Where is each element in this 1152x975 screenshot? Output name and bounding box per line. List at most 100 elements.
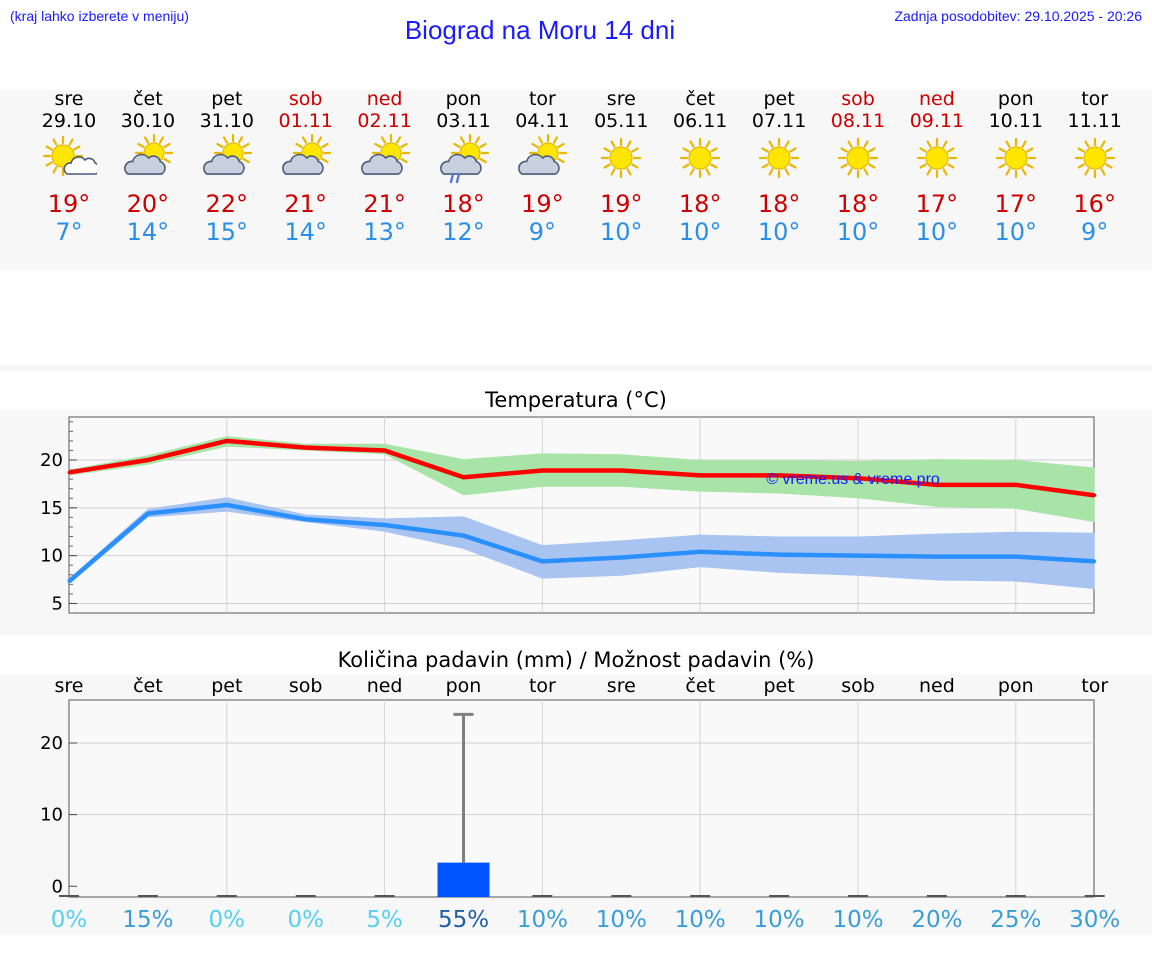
max-temp-point xyxy=(1093,493,1097,497)
min-temp-point xyxy=(619,556,623,560)
day-label: tor xyxy=(1081,675,1108,697)
min-temp-point xyxy=(462,534,465,538)
day-date: 05.11 xyxy=(594,110,649,132)
min-temp: 10° xyxy=(757,218,801,246)
day-column: čet 06.11 18° 10° xyxy=(660,88,740,246)
day-column: tor 04.11 19° 9° xyxy=(502,88,582,246)
max-temp-point xyxy=(619,469,623,473)
day-date: 04.11 xyxy=(515,110,570,132)
day-label: sob xyxy=(289,675,323,697)
day-date: 02.11 xyxy=(357,110,412,132)
sun-icon xyxy=(680,137,721,179)
precip-probability: 15% xyxy=(122,907,173,933)
temperature-title: Temperatura (°C) xyxy=(485,388,667,412)
max-temp-point xyxy=(698,473,702,477)
day-label: pon xyxy=(446,675,482,697)
max-temp: 20° xyxy=(126,190,170,218)
day-name: pon xyxy=(445,88,482,110)
min-temp: 14° xyxy=(126,218,170,246)
day-column: sre 05.11 19° 10° xyxy=(581,88,661,246)
separator-band xyxy=(0,365,1152,371)
day-label: sre xyxy=(55,675,84,697)
day-name: ned xyxy=(918,88,955,110)
max-temp-point xyxy=(225,439,229,443)
y-tick-label: 5 xyxy=(52,593,63,614)
min-temp-point xyxy=(698,550,702,554)
page-title: Biograd na Moru 14 dni xyxy=(404,15,676,45)
precip-probability: 10% xyxy=(832,907,883,933)
plot-area xyxy=(68,699,1095,898)
precip-probability: 10% xyxy=(517,907,568,933)
min-temp-point xyxy=(67,579,71,583)
y-tick-label: 15 xyxy=(40,498,63,519)
max-temp: 19° xyxy=(600,190,643,218)
day-column: pon 10.11 17° 10° xyxy=(976,88,1056,246)
max-temp: 22° xyxy=(205,190,249,218)
max-temp: 17° xyxy=(915,190,959,218)
day-column: tor 11.11 16° 9° xyxy=(1055,88,1135,246)
min-temp-point xyxy=(856,554,860,558)
plot-area xyxy=(68,416,1095,614)
y-tick-label: 10 xyxy=(40,805,63,826)
day-label: sob xyxy=(841,675,875,697)
day-date: 01.11 xyxy=(278,110,333,132)
day-date: 06.11 xyxy=(672,110,728,132)
day-column: čet 30.10 20° 14° xyxy=(108,88,188,246)
y-tick-label: 10 xyxy=(40,546,63,567)
day-name: sob xyxy=(288,88,323,110)
min-temp-point xyxy=(1014,555,1018,559)
max-temp: 19° xyxy=(47,190,91,218)
precip-probability: 0% xyxy=(209,907,246,933)
menu-hint[interactable]: (kraj lahko izberete v meniju) xyxy=(10,8,189,24)
day-column: sre 29.10 19° 7° xyxy=(29,88,109,246)
max-temp-point xyxy=(304,446,308,450)
max-temp: 16° xyxy=(1073,190,1116,218)
day-label: ned xyxy=(367,675,403,697)
cloud-sun-icon xyxy=(281,134,331,175)
cloud-sun-icon xyxy=(360,134,410,175)
day-name: pet xyxy=(211,88,243,110)
y-tick-label: 20 xyxy=(40,450,63,471)
day-date: 09.11 xyxy=(909,110,965,132)
min-temp-point xyxy=(146,512,150,516)
min-temp: 9° xyxy=(528,218,557,246)
max-temp-point xyxy=(856,476,860,480)
sun-icon xyxy=(601,137,642,179)
min-temp-point xyxy=(383,523,387,527)
min-temp: 15° xyxy=(205,218,249,246)
day-column: pon 03.11 18° 12° xyxy=(424,88,504,246)
min-temp: 13° xyxy=(363,218,406,246)
day-date: 29.10 xyxy=(41,110,97,132)
max-temp-point xyxy=(1014,483,1018,487)
precip-probability: 10% xyxy=(596,907,647,933)
watermark: © vreme.us & vreme.pro xyxy=(766,471,940,488)
cloud-sun-icon xyxy=(518,134,568,175)
sun-icon xyxy=(916,137,957,179)
day-date: 30.10 xyxy=(120,110,176,132)
min-temp-point xyxy=(225,503,229,507)
day-label: ned xyxy=(919,675,955,697)
max-temp: 18° xyxy=(678,190,722,218)
precip-chart: sre čet pet sob ned pon tor sre čet pet sob ned pon t… xyxy=(40,675,1120,933)
temperature-chart: 5 10 15 20 © vreme.us & vreme.pro xyxy=(40,416,1097,614)
day-column: ned 09.11 17° 10° xyxy=(897,88,977,246)
precip-probability: 55% xyxy=(438,907,489,933)
max-temp-line xyxy=(68,438,1095,498)
day-label: čet xyxy=(685,675,715,697)
day-date: 08.11 xyxy=(830,110,886,132)
day-label: sre xyxy=(607,675,636,697)
day-name: tor xyxy=(1081,88,1109,110)
day-label: pon xyxy=(998,675,1034,697)
min-temp: 14° xyxy=(284,218,327,246)
max-temp-point xyxy=(146,458,150,462)
max-temp-point xyxy=(67,470,71,474)
min-temp-point xyxy=(935,555,939,559)
last-updated: Zadnja posodobitev: 29.10.2025 - 20:26 xyxy=(894,8,1142,24)
max-temp: 18° xyxy=(442,190,485,218)
max-temp: 18° xyxy=(836,190,880,218)
forecast-band xyxy=(0,90,1152,270)
min-temp: 10° xyxy=(915,218,959,246)
max-temp-point xyxy=(777,473,781,477)
day-date: 10.11 xyxy=(988,110,1043,132)
min-temp-point xyxy=(1093,559,1097,563)
